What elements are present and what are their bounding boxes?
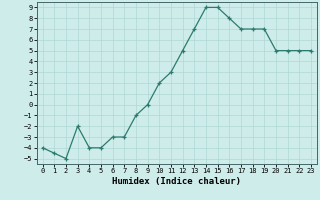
X-axis label: Humidex (Indice chaleur): Humidex (Indice chaleur): [112, 177, 241, 186]
